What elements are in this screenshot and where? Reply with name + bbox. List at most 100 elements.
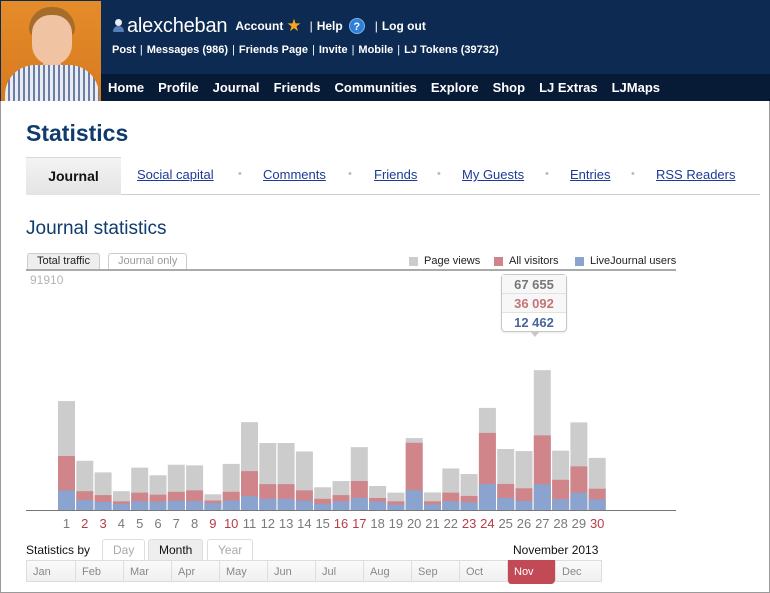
month-sep[interactable]: Sep [411,561,459,581]
username-link[interactable]: alexcheban [127,14,228,37]
main-nav: Home Profile Journal Friends Communities… [101,74,770,101]
nav-communities[interactable]: Communities [334,80,417,95]
nav-home[interactable]: Home [108,80,145,95]
tooltip-all-visitors: 36 092 [502,294,566,313]
month-mar[interactable]: Mar [123,561,171,581]
account-link[interactable]: Account [235,19,284,33]
bar-lj-users-day-20[interactable] [405,490,423,510]
separator: | [309,19,313,33]
bar-lj-users-day-23[interactable] [460,502,478,510]
month-aug[interactable]: Aug [363,561,411,581]
month-jun[interactable]: Jun [267,561,315,581]
tab-comments[interactable]: Comments [263,167,326,182]
bar-lj-users-day-22[interactable] [442,501,460,510]
month-selector: Jan Feb Mar Apr May Jun Jul Aug Sep Oct Nov Dec [26,560,603,584]
journal-only-toggle[interactable]: Journal only [108,253,188,269]
month-oct[interactable]: Oct [459,561,507,581]
bar-lj-users-day-14[interactable] [295,500,313,510]
post-link[interactable]: Post [112,44,136,56]
user-row: alexcheban Account ★ | Help ? | Log out [112,14,426,38]
year-button[interactable]: Year [207,539,254,560]
month-feb[interactable]: Feb [75,561,123,581]
tab-separator: • [545,168,549,180]
bar-lj-users-day-28[interactable] [552,499,570,510]
bar-lj-users-day-2[interactable] [76,500,94,510]
legend-all-visitors: All visitors [494,254,559,268]
star-icon: ★ [286,16,302,35]
invite-link[interactable]: Invite [318,44,348,56]
month-button[interactable]: Month [148,539,204,560]
tooltip-lj-users: 12 462 [514,315,554,330]
tooltip-arrow [530,331,540,337]
nav-ljmaps[interactable]: LJMaps [611,80,661,95]
month-nov[interactable]: Nov [507,560,555,584]
tab-rss-readers[interactable]: RSS Readers [656,167,736,182]
logout-link[interactable]: Log out [381,19,426,33]
mobile-link[interactable]: Mobile [358,44,394,56]
bar-lj-users-day-16[interactable] [332,501,350,510]
nav-explore[interactable]: Explore [430,80,479,95]
bar-lj-users-day-9[interactable] [204,503,222,510]
bar-lj-users-day-7[interactable] [167,500,185,510]
tab-separator: • [238,168,242,180]
lj-tokens-link[interactable]: LJ Tokens (39732) [404,44,499,56]
bar-lj-users-day-24[interactable] [478,484,496,510]
nav-lj-extras[interactable]: LJ Extras [539,80,598,95]
help-icon[interactable]: ? [348,18,365,34]
bar-lj-users-day-17[interactable] [350,497,368,510]
avatar-shirt [5,65,99,101]
bar-lj-users-day-8[interactable] [186,501,204,510]
messages-link[interactable]: Messages (986) [146,44,229,56]
bar-lj-users-day-30[interactable] [588,499,606,510]
legend-swatch [494,256,503,266]
bar-lj-users-day-15[interactable] [314,504,332,510]
month-jul[interactable]: Jul [315,561,363,581]
nav-profile[interactable]: Profile [158,80,199,95]
bar-lj-users-day-10[interactable] [222,500,240,510]
stats-tabs: Journal Social capital • Comments • Frie… [26,157,760,195]
bar-lj-users-day-27[interactable] [533,484,551,510]
month-apr[interactable]: Apr [171,561,219,581]
tab-separator: • [437,168,441,180]
tab-friends[interactable]: Friends [374,167,418,182]
day-button[interactable]: Day [102,539,146,560]
bar-lj-users-day-4[interactable] [112,503,130,510]
user-icon[interactable] [112,17,124,35]
nav-friends[interactable]: Friends [273,80,321,95]
bar-lj-users-day-25[interactable] [497,498,515,510]
bar-lj-users-day-12[interactable] [259,498,277,510]
nav-journal[interactable]: Journal [212,80,260,95]
tab-entries[interactable]: Entries [570,167,611,182]
month-may[interactable]: May [219,561,267,581]
page-title: Statistics [26,120,129,146]
tab-social-capital[interactable]: Social capital [137,167,214,182]
bar-lj-users-day-5[interactable] [131,501,149,510]
bar-lj-users-day-18[interactable] [369,501,387,510]
tab-journal[interactable]: Journal [26,157,121,195]
tab-my-guests[interactable]: My Guests [462,167,525,182]
bar-lj-users-day-13[interactable] [277,498,295,510]
bar-lj-users-day-21[interactable] [424,504,441,510]
bar-lj-users-day-29[interactable] [570,492,588,510]
avatar[interactable] [1,1,101,101]
bar-lj-users-day-26[interactable] [515,500,533,510]
bar-lj-users-day-6[interactable] [149,501,167,510]
legend-label: All visitors [509,255,559,267]
site-header: alexcheban Account ★ | Help ? | Log out … [0,0,770,101]
friends-page-link[interactable]: Friends Page [238,44,308,56]
bar-lj-users-day-11[interactable] [241,496,258,510]
account-links: Post | Messages (986) | Friends Page | Invite |… [112,44,499,56]
help-link[interactable]: Help [316,19,343,33]
bar-lj-users-day-1[interactable] [58,490,75,510]
nav-shop[interactable]: Shop [492,80,526,95]
month-jan[interactable]: Jan [33,566,51,578]
total-traffic-toggle[interactable]: Total traffic [27,253,100,269]
separator: | [374,19,378,33]
bar-lj-users-day-19[interactable] [387,504,405,510]
legend-lj-users: LiveJournal users [575,254,676,268]
bar-lj-users-day-3[interactable] [94,501,112,510]
legend-label: Page views [424,255,481,267]
legend-label: LiveJournal users [590,255,677,267]
month-dec[interactable]: Dec [555,561,603,581]
